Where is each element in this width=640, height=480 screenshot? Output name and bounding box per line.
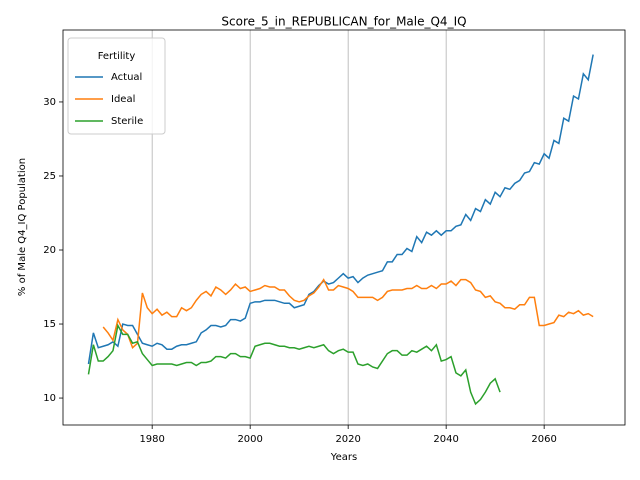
y-tick-label: 30 [43, 97, 56, 108]
legend-title: Fertility [98, 51, 136, 62]
y-tick-label: 25 [43, 171, 56, 182]
x-tick-label: 2000 [237, 434, 262, 445]
y-tick-label: 10 [43, 393, 56, 404]
legend-box [67, 37, 166, 135]
y-tick-label: 20 [43, 245, 56, 256]
legend-label: Sterile [111, 116, 143, 127]
legend-label: Actual [111, 72, 142, 83]
legend-label: Ideal [111, 94, 135, 105]
y-tick-label: 15 [43, 319, 56, 330]
data-line [87, 323, 501, 406]
x-tick-label: 2060 [531, 434, 556, 445]
data-line [87, 54, 594, 365]
x-axis-label: Years [330, 452, 357, 463]
chart-title: Score_5_in_REPUBLICAN_for_Male_Q4_IQ [221, 15, 466, 29]
x-tick-label: 2040 [433, 434, 458, 445]
y-axis-label: % of Male Q4_IQ Population [17, 158, 28, 296]
x-tick-label: 1980 [139, 434, 164, 445]
data-line [102, 278, 594, 350]
plot-frame [62, 29, 626, 426]
x-tick-label: 2020 [335, 434, 360, 445]
